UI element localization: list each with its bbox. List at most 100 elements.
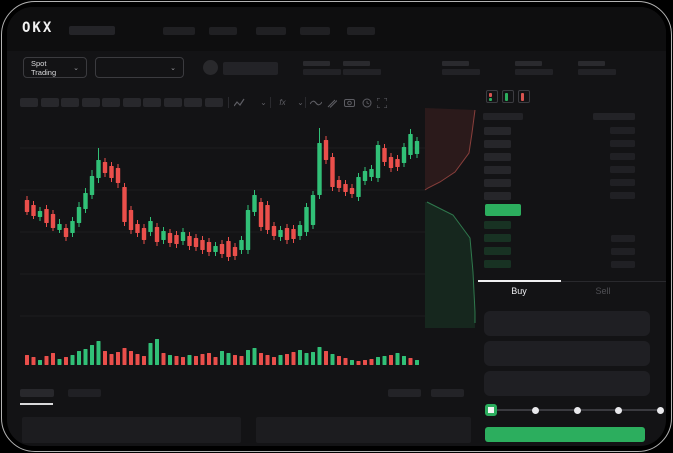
nav-item-placeholder[interactable] [256, 27, 286, 35]
volume-bar [246, 350, 250, 365]
bid-price-placeholder[interactable] [484, 247, 511, 255]
orderbook-view-asks-icon[interactable] [518, 90, 530, 103]
draw-tool-icon[interactable] [325, 96, 338, 109]
volume-bar [70, 355, 75, 365]
volume-bar [142, 356, 146, 365]
candle-style-icon[interactable] [233, 96, 246, 109]
ask-amount-placeholder[interactable] [610, 192, 635, 199]
orderbook-view-bids-icon[interactable] [502, 90, 514, 103]
bottom-tab-order-history[interactable] [68, 389, 101, 397]
volume-bar [278, 355, 283, 365]
tab-sell[interactable]: Sell [595, 286, 611, 296]
volume-bar [161, 353, 166, 365]
candle-body [388, 157, 394, 168]
timeframe-chip-placeholder[interactable] [184, 98, 202, 107]
fullscreen-icon[interactable] [375, 96, 388, 109]
timeframe-chip-placeholder[interactable] [204, 98, 223, 107]
volume-bar [194, 356, 198, 365]
chevron-down-icon[interactable]: ⌄ [297, 98, 304, 107]
ticker-stat-block [578, 61, 616, 75]
nav-item-placeholder[interactable] [209, 27, 237, 35]
ask-price-placeholder[interactable] [484, 140, 511, 148]
slider-dot[interactable] [615, 407, 622, 414]
orderbook-view-combined-icon[interactable] [486, 90, 498, 103]
timeframe-chip-placeholder[interactable] [40, 98, 59, 107]
volume-bar [116, 352, 120, 365]
slider-dot[interactable] [574, 407, 581, 414]
candle-body [63, 228, 69, 237]
timeframe-chip-placeholder[interactable] [163, 98, 182, 107]
tab-divider [478, 281, 666, 282]
ask-price-placeholder[interactable] [484, 153, 511, 161]
buy-submit-button[interactable] [485, 427, 645, 442]
line-type-icon[interactable] [309, 96, 322, 109]
bid-amount-placeholder[interactable] [611, 261, 635, 268]
clock-settings-icon[interactable] [360, 96, 373, 109]
order-form-field[interactable] [484, 341, 650, 366]
bottom-action-chip[interactable] [431, 389, 464, 397]
bid-price-placeholder[interactable] [484, 221, 511, 229]
bottom-action-chip[interactable] [388, 389, 421, 397]
timeframe-chip-placeholder[interactable] [81, 98, 100, 107]
volume-bar [291, 352, 296, 365]
volume-bar [51, 353, 55, 365]
nav-item-placeholder[interactable] [163, 27, 195, 35]
candle-body [291, 229, 296, 239]
slider-dot[interactable] [532, 407, 539, 414]
timeframe-chip-placeholder[interactable] [20, 98, 38, 107]
volume-bar [402, 356, 406, 365]
market-type-label: Spot Trading [31, 58, 57, 77]
ask-price-placeholder[interactable] [484, 179, 511, 187]
candle-body [330, 157, 335, 187]
volume-bar [317, 347, 322, 365]
volume-bar [122, 348, 127, 365]
timeframe-chip-placeholder[interactable] [122, 98, 141, 107]
nav-search-placeholder[interactable] [69, 26, 115, 35]
volume-bar [207, 353, 211, 365]
candle-body [232, 247, 238, 256]
amount-slider-handle[interactable] [485, 404, 497, 416]
timeframe-chip-placeholder[interactable] [143, 98, 161, 107]
ticker-stat-block [515, 61, 553, 75]
order-form-field[interactable] [484, 311, 650, 336]
order-form-field[interactable] [484, 371, 650, 396]
ask-amount-placeholder[interactable] [610, 140, 635, 147]
chevron-down-icon[interactable]: ⌄ [260, 98, 267, 107]
top-navigation-bar: OKX [7, 7, 666, 51]
volume-bar [363, 360, 367, 365]
bid-price-placeholder[interactable] [484, 260, 511, 268]
market-type-dropdown[interactable]: Spot Trading ⌄ [23, 57, 87, 78]
nav-item-placeholder[interactable] [347, 27, 375, 35]
bid-amount-placeholder[interactable] [611, 248, 635, 255]
ask-amount-placeholder[interactable] [610, 166, 635, 173]
indicators-fx-icon[interactable]: fx [279, 98, 286, 107]
slider-dot[interactable] [657, 407, 664, 414]
candle-body [271, 226, 277, 236]
pair-dropdown[interactable]: ⌄ [95, 57, 184, 78]
amount-slider-track[interactable] [486, 409, 658, 411]
bid-amount-placeholder[interactable] [611, 235, 635, 242]
ask-amount-placeholder[interactable] [610, 153, 635, 160]
bottom-tab-open-orders[interactable] [20, 389, 54, 397]
ask-amount-placeholder[interactable] [610, 179, 635, 186]
ticker-stat-block [442, 61, 480, 75]
ask-price-placeholder[interactable] [484, 192, 511, 200]
tab-buy[interactable]: Buy [511, 286, 527, 296]
nav-item-placeholder[interactable] [300, 27, 330, 35]
ask-price-placeholder[interactable] [484, 127, 511, 135]
ask-price-placeholder[interactable] [484, 166, 511, 174]
last-price-bar[interactable] [485, 204, 521, 216]
volume-bar [265, 355, 270, 365]
volume-bar [226, 353, 231, 365]
candle-body [356, 177, 361, 197]
candle-body [76, 207, 82, 223]
bid-price-placeholder[interactable] [484, 234, 511, 242]
ask-amount-placeholder[interactable] [610, 127, 635, 134]
camera-icon[interactable] [343, 96, 356, 109]
timeframe-chip-placeholder[interactable] [61, 98, 79, 107]
volume-bar [272, 357, 276, 365]
candle-body [336, 180, 342, 188]
volume-bar [415, 360, 419, 365]
timeframe-chip-placeholder[interactable] [102, 98, 120, 107]
